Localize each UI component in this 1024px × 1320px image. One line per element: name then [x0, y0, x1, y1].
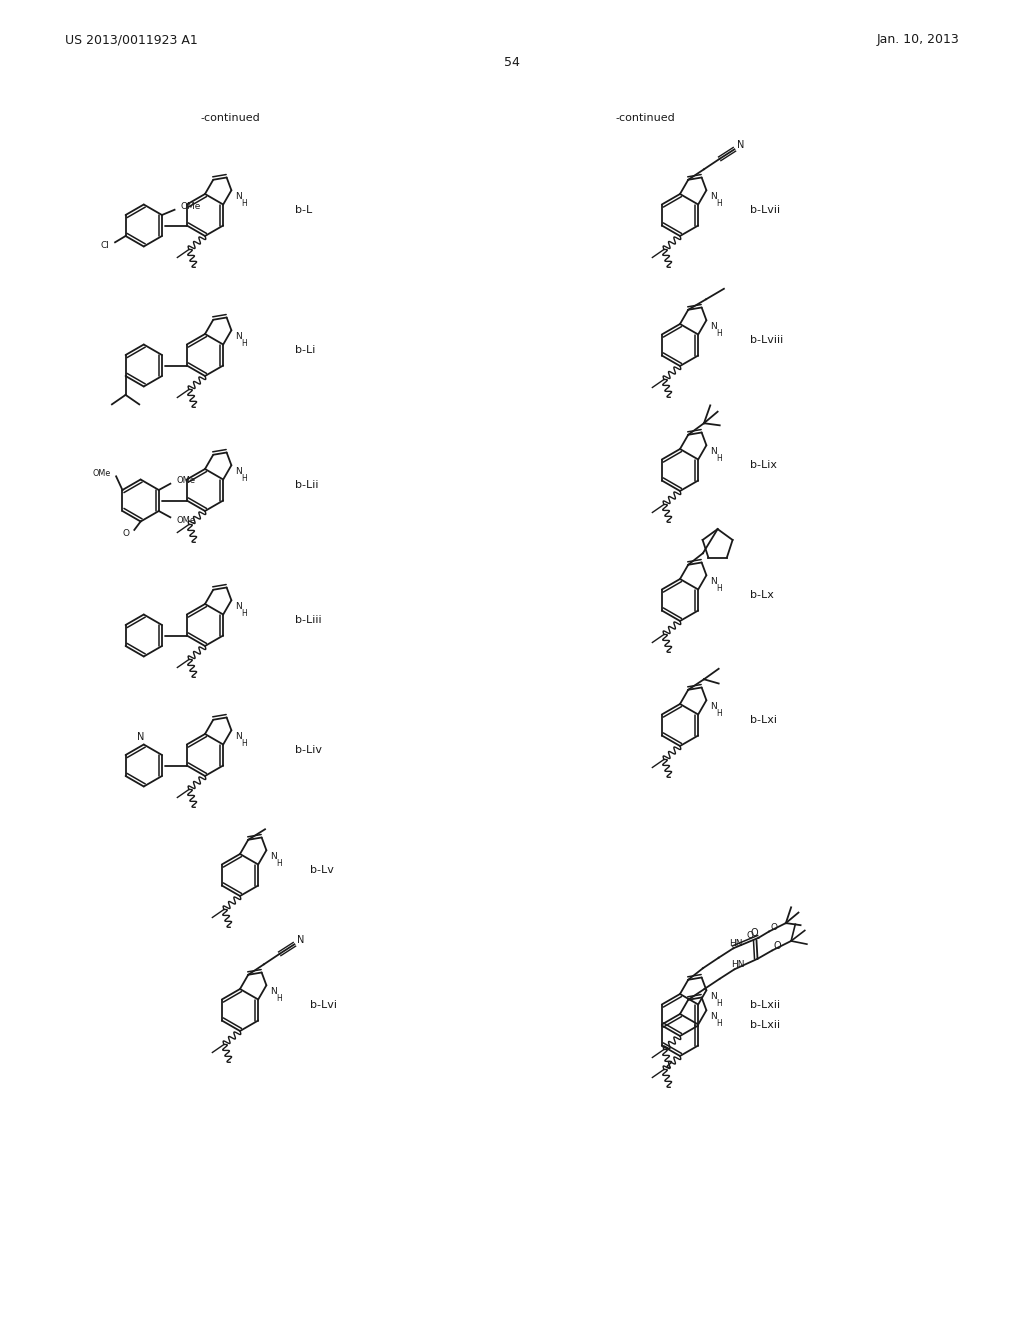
Text: H: H	[716, 329, 722, 338]
Text: OMe: OMe	[177, 477, 196, 486]
Text: b-Lxii: b-Lxii	[750, 1001, 780, 1010]
Text: N: N	[710, 577, 717, 586]
Text: -continued: -continued	[615, 114, 675, 123]
Text: N: N	[710, 322, 717, 330]
Text: N: N	[269, 986, 276, 995]
Text: US 2013/0011923 A1: US 2013/0011923 A1	[65, 33, 198, 46]
Text: b-Lii: b-Lii	[295, 480, 318, 490]
Text: b-Lv: b-Lv	[310, 865, 334, 875]
Text: OMe: OMe	[177, 516, 196, 525]
Text: N: N	[234, 331, 242, 341]
Text: N: N	[234, 602, 242, 611]
Text: N: N	[234, 731, 242, 741]
Text: H: H	[242, 474, 247, 483]
Text: N: N	[710, 702, 717, 710]
Text: N: N	[710, 191, 717, 201]
Text: -continued: -continued	[200, 114, 260, 123]
Text: N: N	[736, 140, 744, 150]
Text: O: O	[773, 941, 781, 952]
Text: N: N	[710, 991, 717, 1001]
Text: b-Liv: b-Liv	[295, 744, 322, 755]
Text: b-Lxi: b-Lxi	[750, 715, 777, 725]
Text: Jan. 10, 2013: Jan. 10, 2013	[877, 33, 959, 46]
Text: b-Lx: b-Lx	[750, 590, 774, 601]
Text: H: H	[716, 583, 722, 593]
Text: H: H	[716, 198, 722, 207]
Text: OMe: OMe	[180, 202, 201, 211]
Text: b-Liii: b-Liii	[295, 615, 322, 624]
Text: H: H	[242, 739, 247, 747]
Text: N: N	[234, 191, 242, 201]
Text: N: N	[710, 446, 717, 455]
Text: HN: HN	[730, 939, 743, 948]
Text: b-Lvii: b-Lvii	[750, 205, 780, 215]
Text: N: N	[137, 733, 144, 742]
Text: H: H	[276, 994, 282, 1003]
Text: H: H	[716, 709, 722, 718]
Text: N: N	[269, 851, 276, 861]
Text: H: H	[716, 454, 722, 462]
Text: H: H	[242, 339, 247, 347]
Text: H: H	[716, 999, 722, 1007]
Text: b-L: b-L	[295, 205, 312, 215]
Text: H: H	[242, 609, 247, 618]
Text: Cl: Cl	[100, 240, 110, 249]
Text: H: H	[276, 858, 282, 867]
Text: b-Li: b-Li	[295, 345, 315, 355]
Text: b-Lxii: b-Lxii	[750, 1020, 780, 1030]
Text: O: O	[746, 931, 754, 940]
Text: b-Lviii: b-Lviii	[750, 335, 783, 345]
Text: OMe: OMe	[92, 469, 111, 478]
Text: b-Lvi: b-Lvi	[310, 1001, 337, 1010]
Text: 54: 54	[504, 55, 520, 69]
Text: H: H	[716, 1019, 722, 1027]
Text: H: H	[242, 198, 247, 207]
Text: HN: HN	[731, 960, 744, 969]
Text: O: O	[771, 923, 777, 932]
Text: N: N	[710, 1011, 717, 1020]
Text: O: O	[751, 928, 759, 939]
Text: O: O	[123, 529, 130, 539]
Text: N: N	[297, 936, 304, 945]
Text: N: N	[234, 466, 242, 475]
Text: b-Lix: b-Lix	[750, 459, 777, 470]
